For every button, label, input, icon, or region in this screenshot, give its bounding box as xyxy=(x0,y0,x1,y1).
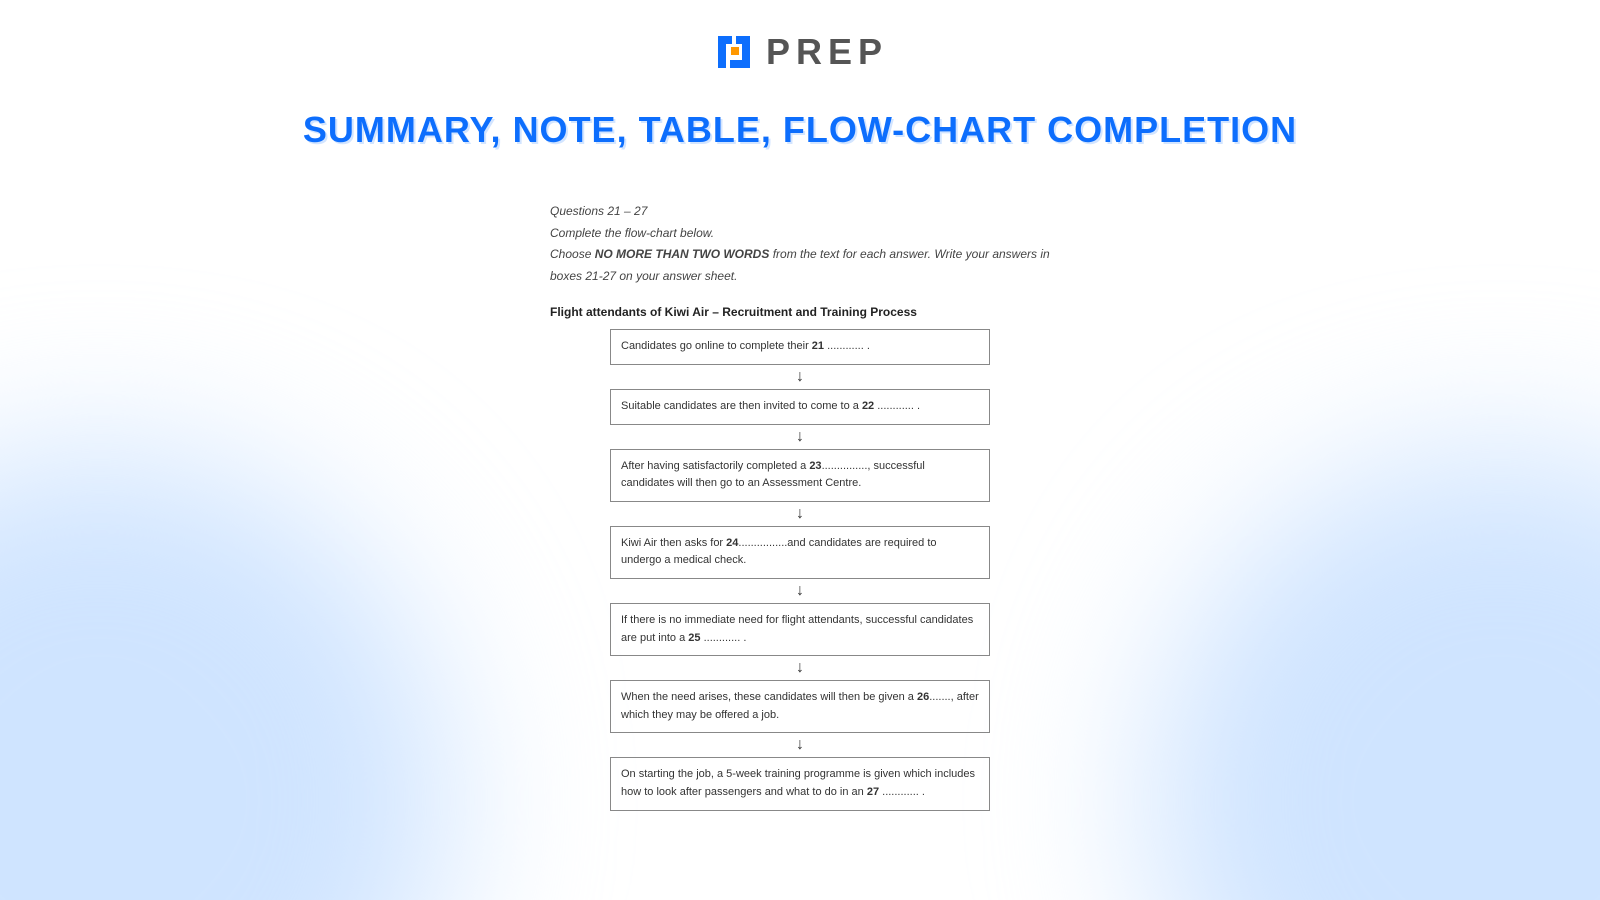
instructions: Questions 21 – 27 Complete the flow-char… xyxy=(550,201,1050,287)
flow-box-7-num: 27 xyxy=(867,786,879,798)
flow-box-6-pre: When the need arises, these candidates w… xyxy=(621,691,917,703)
flowchart: Candidates go online to complete their 2… xyxy=(610,329,990,810)
flow-box-7-post: ............ . xyxy=(879,786,925,798)
logo: PREP xyxy=(0,0,1600,74)
flow-box-2: Suitable candidates are then invited to … xyxy=(610,389,990,425)
flow-arrow-1: ↓ xyxy=(796,369,804,385)
instruction-line-1: Questions 21 – 27 xyxy=(550,201,1050,223)
instr3-pre: Choose xyxy=(550,247,595,261)
flow-box-2-post: ............ . xyxy=(874,400,920,412)
logo-mark-icon xyxy=(712,30,756,74)
flow-arrow-2: ↓ xyxy=(796,429,804,445)
flow-box-2-pre: Suitable candidates are then invited to … xyxy=(621,400,862,412)
flow-box-1: Candidates go online to complete their 2… xyxy=(610,329,990,365)
instruction-line-3: Choose NO MORE THAN TWO WORDS from the t… xyxy=(550,244,1050,266)
flow-box-4-num: 24 xyxy=(726,537,738,549)
flow-box-1-num: 21 xyxy=(812,340,824,352)
flow-box-4: Kiwi Air then asks for 24...............… xyxy=(610,526,990,579)
flow-box-5: If there is no immediate need for flight… xyxy=(610,603,990,656)
flow-box-2-num: 22 xyxy=(862,400,874,412)
flow-box-4-pre: Kiwi Air then asks for xyxy=(621,537,726,549)
flow-box-3: After having satisfactorily completed a … xyxy=(610,449,990,502)
page-content: PREP SUMMARY, NOTE, TABLE, FLOW-CHART CO… xyxy=(0,0,1600,900)
flow-arrow-6: ↓ xyxy=(796,737,804,753)
page-title: SUMMARY, NOTE, TABLE, FLOW-CHART COMPLET… xyxy=(0,109,1600,151)
flowchart-title: Flight attendants of Kiwi Air – Recruitm… xyxy=(550,305,1050,319)
flow-arrow-4: ↓ xyxy=(796,583,804,599)
flow-box-7: On starting the job, a 5-week training p… xyxy=(610,757,990,810)
flow-box-1-post: ............ . xyxy=(824,340,870,352)
flow-box-6-num: 26 xyxy=(917,691,929,703)
instr3-post: from the text for each answer. Write you… xyxy=(769,247,1049,261)
flow-box-3-pre: After having satisfactorily completed a xyxy=(621,460,809,472)
flow-arrow-3: ↓ xyxy=(796,506,804,522)
flow-arrow-5: ↓ xyxy=(796,660,804,676)
logo-text: PREP xyxy=(766,31,888,73)
flow-box-3-num: 23 xyxy=(809,460,821,472)
instr3-bold: NO MORE THAN TWO WORDS xyxy=(595,247,770,261)
instruction-line-4: boxes 21-27 on your answer sheet. xyxy=(550,266,1050,288)
instruction-line-2: Complete the flow-chart below. xyxy=(550,223,1050,245)
flow-box-6: When the need arises, these candidates w… xyxy=(610,680,990,733)
flow-box-1-pre: Candidates go online to complete their xyxy=(621,340,812,352)
flow-box-5-post: ............ . xyxy=(701,632,747,644)
flow-box-5-pre: If there is no immediate need for flight… xyxy=(621,614,973,644)
flow-box-5-num: 25 xyxy=(688,632,700,644)
